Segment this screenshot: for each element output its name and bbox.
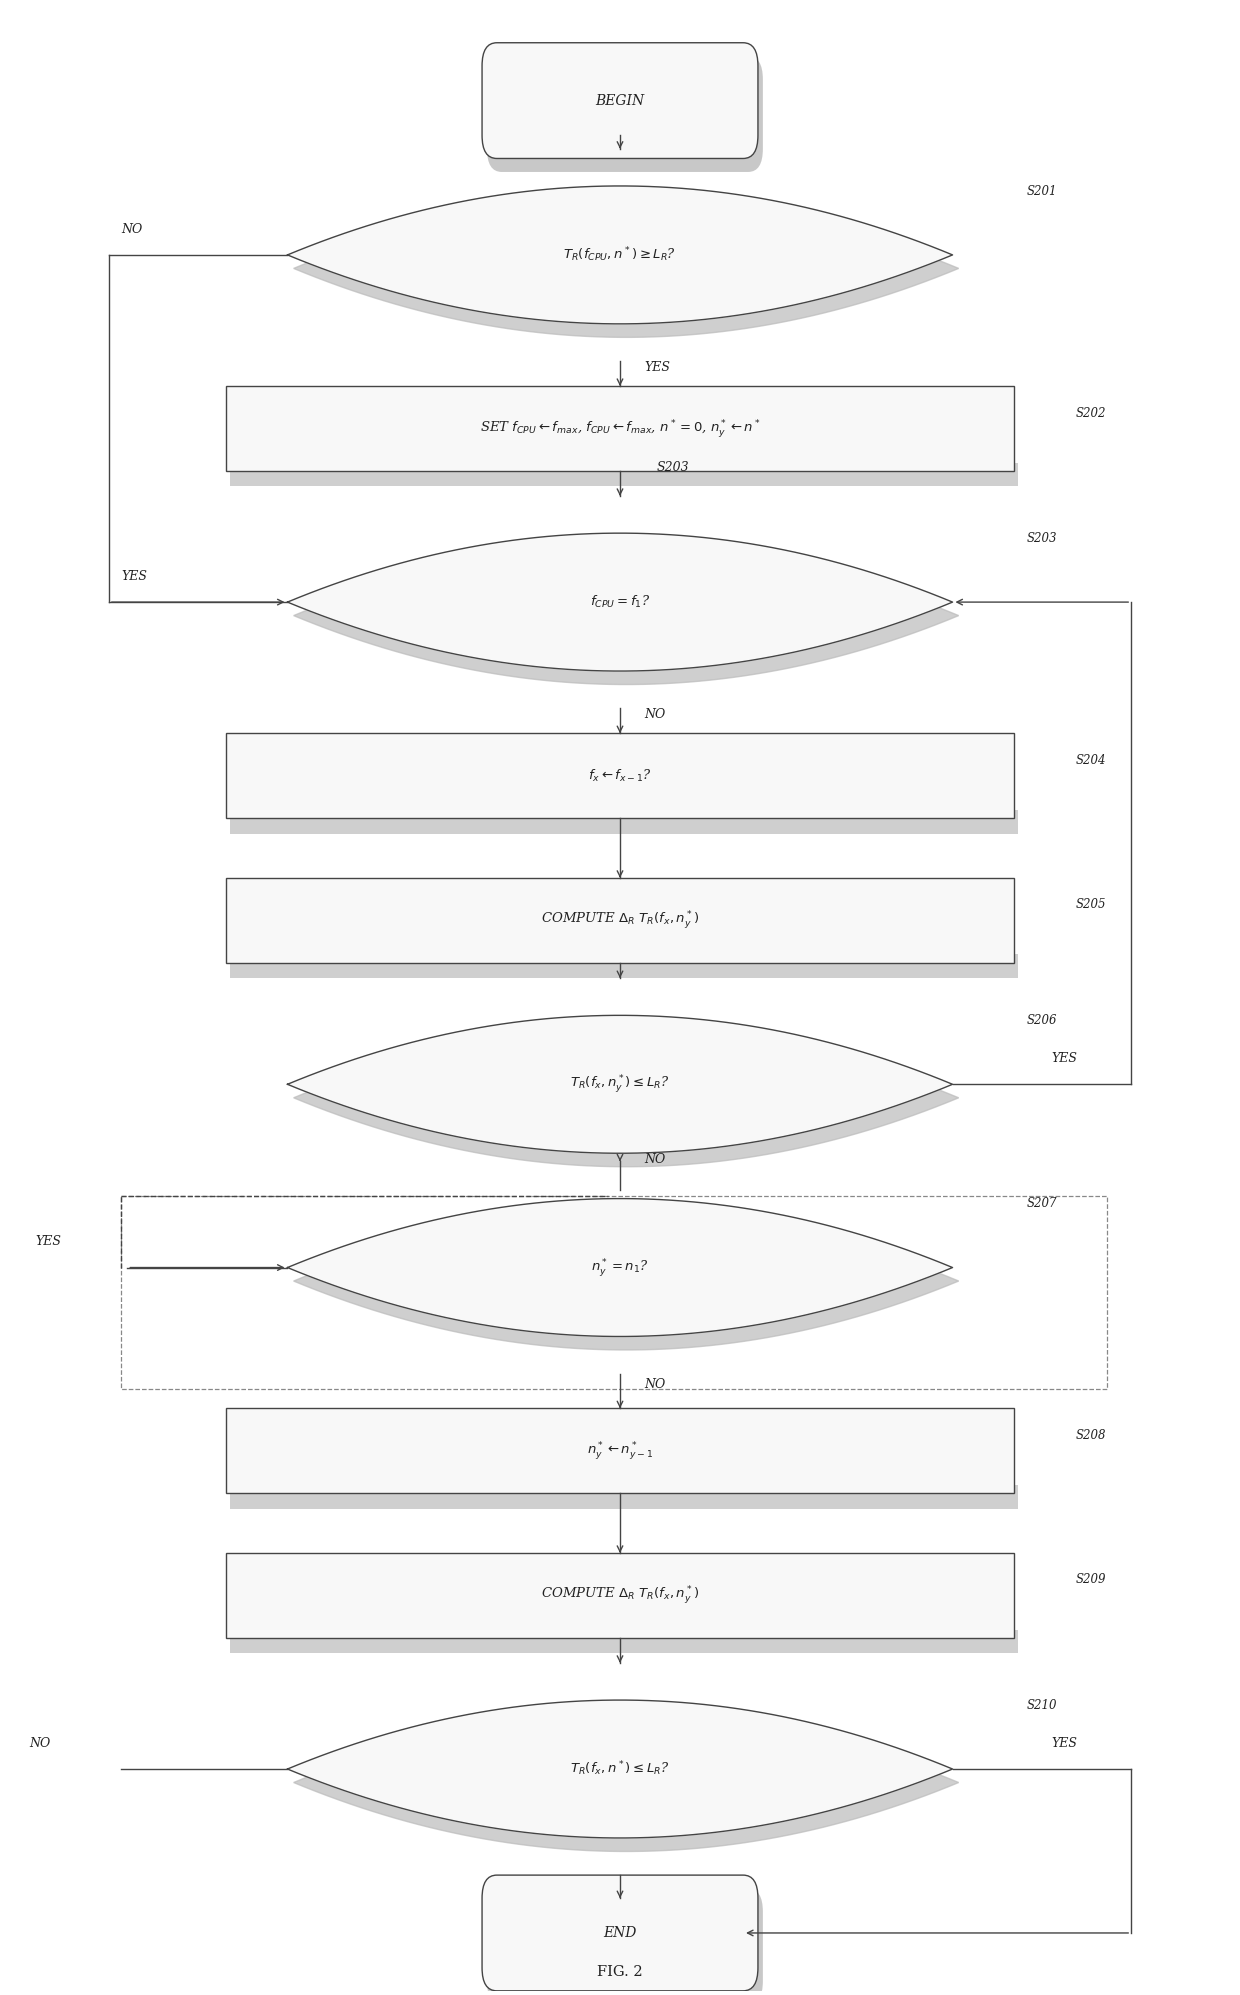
FancyBboxPatch shape bbox=[487, 1889, 763, 1995]
Text: S203: S203 bbox=[657, 461, 689, 475]
FancyBboxPatch shape bbox=[226, 734, 1014, 818]
FancyBboxPatch shape bbox=[229, 1484, 1018, 1508]
Text: NO: NO bbox=[645, 708, 666, 720]
Text: END: END bbox=[604, 1925, 636, 1939]
Text: $n^*_y \leftarrow n^*_{y-1}$: $n^*_y \leftarrow n^*_{y-1}$ bbox=[587, 1440, 653, 1462]
FancyBboxPatch shape bbox=[226, 387, 1014, 471]
Text: NO: NO bbox=[645, 1153, 666, 1167]
Text: $T_R(f_x,n^*) \leq L_R$?: $T_R(f_x,n^*) \leq L_R$? bbox=[570, 1760, 670, 1778]
Text: YES: YES bbox=[645, 361, 671, 373]
FancyBboxPatch shape bbox=[229, 1630, 1018, 1654]
Polygon shape bbox=[294, 200, 959, 337]
Text: BEGIN: BEGIN bbox=[595, 94, 645, 108]
Polygon shape bbox=[294, 1213, 959, 1351]
Polygon shape bbox=[294, 1029, 959, 1167]
Polygon shape bbox=[288, 533, 952, 670]
Text: S204: S204 bbox=[1076, 754, 1106, 766]
FancyBboxPatch shape bbox=[229, 463, 1018, 487]
Polygon shape bbox=[288, 1700, 952, 1837]
Text: COMPUTE $\Delta_R$ $T_R(f_x, n^*_y)$: COMPUTE $\Delta_R$ $T_R(f_x, n^*_y)$ bbox=[541, 910, 699, 932]
Text: $T_R(f_x,n^*_y) \leq L_R$?: $T_R(f_x,n^*_y) \leq L_R$? bbox=[570, 1073, 670, 1095]
Text: YES: YES bbox=[35, 1235, 61, 1249]
Text: S209: S209 bbox=[1076, 1574, 1106, 1586]
Text: $T_R(f_{CPU},n^*) \geq L_R$?: $T_R(f_{CPU},n^*) \geq L_R$? bbox=[563, 245, 677, 263]
FancyBboxPatch shape bbox=[229, 810, 1018, 834]
Text: S202: S202 bbox=[1076, 407, 1106, 419]
FancyBboxPatch shape bbox=[482, 42, 758, 158]
Text: S210: S210 bbox=[1027, 1700, 1056, 1712]
Text: $n^*_y = n_1$?: $n^*_y = n_1$? bbox=[591, 1257, 649, 1279]
FancyBboxPatch shape bbox=[229, 954, 1018, 978]
Text: S207: S207 bbox=[1027, 1197, 1056, 1211]
Text: S208: S208 bbox=[1076, 1428, 1106, 1442]
Polygon shape bbox=[294, 1714, 959, 1851]
Text: $f_x \leftarrow f_{x-1}$?: $f_x \leftarrow f_{x-1}$? bbox=[588, 768, 652, 784]
Text: $f_{CPU} = f_1$?: $f_{CPU} = f_1$? bbox=[590, 595, 650, 610]
Text: FIG. 2: FIG. 2 bbox=[598, 1965, 642, 1979]
FancyBboxPatch shape bbox=[226, 1552, 1014, 1638]
Polygon shape bbox=[294, 547, 959, 684]
Text: YES: YES bbox=[1052, 1738, 1078, 1750]
Text: NO: NO bbox=[122, 223, 143, 235]
Text: YES: YES bbox=[122, 571, 148, 583]
FancyBboxPatch shape bbox=[482, 1875, 758, 1991]
Polygon shape bbox=[288, 186, 952, 323]
Text: S205: S205 bbox=[1076, 898, 1106, 912]
Text: S201: S201 bbox=[1027, 186, 1056, 198]
Text: SET $f_{CPU} \leftarrow f_{max}$, $f_{CPU} \leftarrow f_{max}$, $n^* = 0$, $n^*_: SET $f_{CPU} \leftarrow f_{max}$, $f_{CP… bbox=[480, 417, 760, 439]
Text: COMPUTE $\Delta_R$ $T_R(f_x, n^*_y)$: COMPUTE $\Delta_R$ $T_R(f_x, n^*_y)$ bbox=[541, 1584, 699, 1606]
FancyBboxPatch shape bbox=[226, 1408, 1014, 1492]
Polygon shape bbox=[288, 1199, 952, 1337]
Text: S206: S206 bbox=[1027, 1013, 1056, 1027]
Text: NO: NO bbox=[29, 1738, 50, 1750]
FancyBboxPatch shape bbox=[226, 878, 1014, 964]
Text: S203: S203 bbox=[1027, 533, 1056, 545]
Polygon shape bbox=[288, 1015, 952, 1153]
Text: NO: NO bbox=[645, 1379, 666, 1391]
Text: YES: YES bbox=[1052, 1051, 1078, 1065]
FancyBboxPatch shape bbox=[487, 56, 763, 172]
